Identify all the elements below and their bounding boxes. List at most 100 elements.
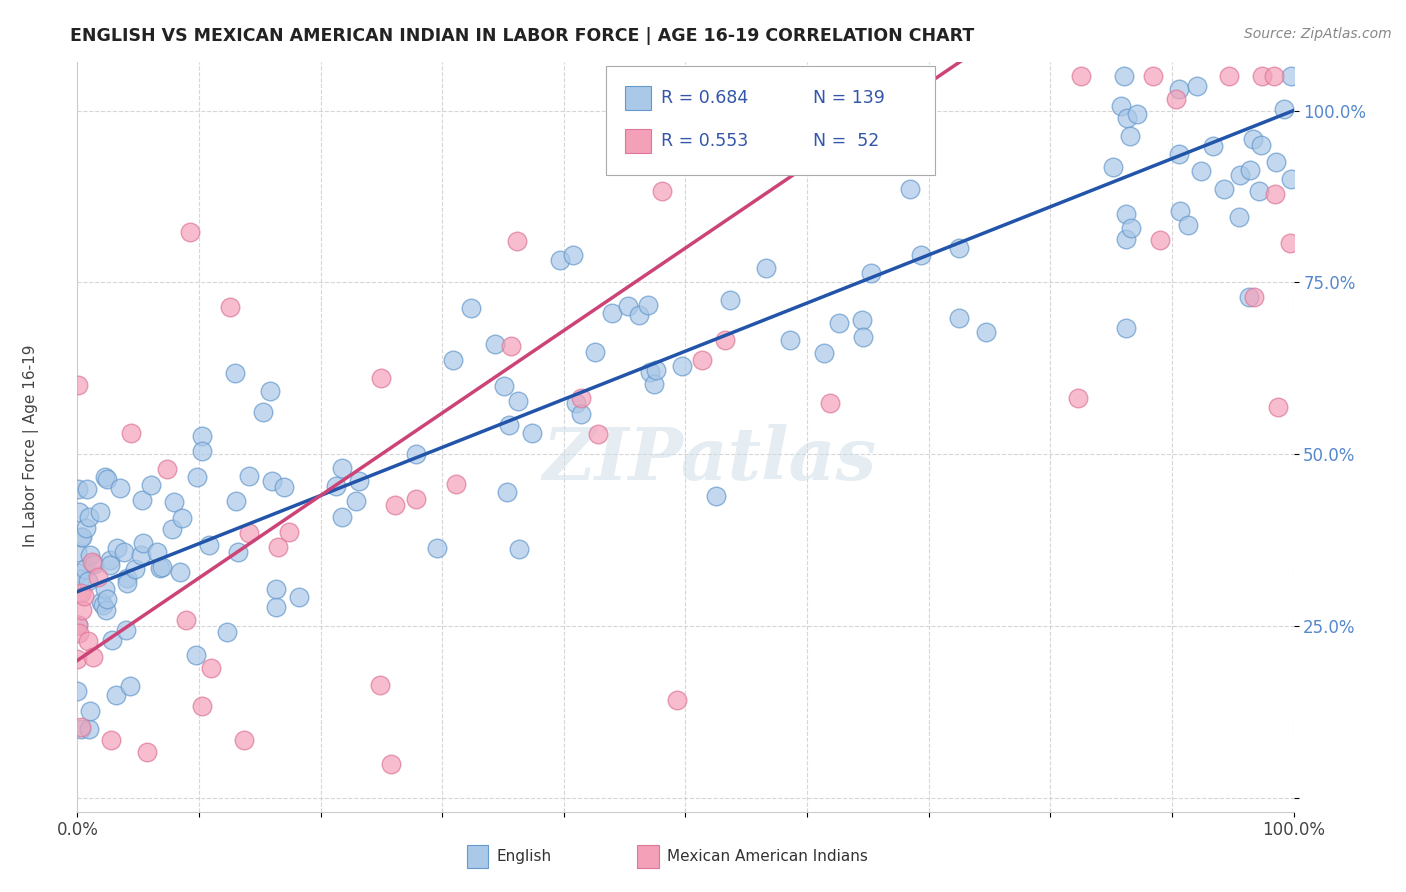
Point	[506, 234, 529, 248]
Point	[718, 293, 741, 307]
Point	[141, 478, 163, 492]
Point	[79, 704, 101, 718]
FancyBboxPatch shape	[637, 846, 658, 868]
Point	[828, 316, 851, 330]
Point	[1067, 392, 1090, 406]
Point	[76, 633, 98, 648]
Point	[238, 468, 260, 483]
Point	[405, 492, 427, 507]
Point	[277, 524, 299, 539]
Point	[191, 698, 214, 713]
Point	[508, 393, 530, 408]
Point	[66, 378, 89, 392]
Point	[627, 308, 650, 322]
Point	[1149, 233, 1171, 247]
Point	[91, 599, 114, 613]
Point	[492, 379, 515, 393]
Point	[569, 407, 592, 421]
Point	[616, 300, 638, 314]
Point	[1267, 401, 1289, 415]
Text: ZIPatlas: ZIPatlas	[543, 424, 877, 495]
Point	[118, 679, 141, 693]
Point	[1185, 79, 1208, 94]
Point	[77, 574, 100, 589]
Point	[426, 541, 449, 555]
Point	[1118, 128, 1140, 143]
Point	[77, 509, 100, 524]
Point	[90, 595, 112, 609]
Point	[948, 311, 970, 326]
Point	[82, 650, 104, 665]
Point	[501, 339, 523, 353]
Point	[368, 678, 391, 692]
Point	[69, 721, 91, 735]
Point	[83, 557, 105, 571]
Point	[910, 248, 932, 262]
Point	[1278, 235, 1301, 250]
Point	[260, 474, 283, 488]
Point	[77, 723, 100, 737]
Point	[1189, 164, 1212, 178]
Point	[586, 426, 609, 441]
Point	[156, 462, 179, 476]
Point	[160, 523, 183, 537]
Point	[1272, 102, 1295, 116]
Point	[671, 359, 693, 373]
Point	[98, 553, 121, 567]
Point	[169, 565, 191, 579]
FancyBboxPatch shape	[624, 87, 651, 111]
Point	[548, 252, 571, 267]
Point	[197, 538, 219, 552]
Point	[215, 624, 238, 639]
Point	[859, 266, 882, 280]
Point	[347, 475, 370, 489]
Point	[813, 346, 835, 360]
Point	[66, 545, 89, 559]
Point	[332, 509, 354, 524]
Point	[115, 576, 138, 591]
Point	[755, 261, 778, 276]
Point	[96, 471, 118, 485]
Point	[66, 618, 89, 632]
FancyBboxPatch shape	[606, 66, 935, 175]
Point	[818, 396, 841, 410]
Point	[569, 391, 592, 405]
Point	[105, 688, 128, 702]
Point	[444, 477, 467, 491]
Point	[948, 241, 970, 255]
Point	[638, 365, 661, 379]
Point	[129, 548, 152, 562]
Point	[100, 732, 122, 747]
Point	[1111, 99, 1133, 113]
Text: N =  52: N = 52	[813, 132, 879, 150]
Point	[96, 603, 118, 617]
Point	[174, 613, 197, 627]
Point	[1243, 290, 1265, 304]
Point	[1115, 232, 1137, 246]
Text: Mexican American Indians: Mexican American Indians	[668, 849, 868, 864]
Point	[82, 555, 104, 569]
Point	[498, 417, 520, 432]
Point	[232, 733, 254, 747]
Point	[70, 602, 93, 616]
Point	[225, 494, 247, 508]
Point	[112, 545, 135, 559]
Point	[70, 530, 93, 544]
Point	[146, 545, 169, 559]
Point	[1218, 69, 1240, 83]
Point	[75, 521, 97, 535]
Point	[149, 561, 172, 575]
Point	[1168, 204, 1191, 219]
Point	[651, 184, 673, 198]
Point	[1250, 69, 1272, 83]
Point	[484, 337, 506, 351]
Point	[264, 582, 287, 596]
Point	[564, 396, 586, 410]
Point	[69, 530, 91, 544]
Point	[66, 618, 89, 632]
Point	[1121, 220, 1143, 235]
Point	[370, 371, 392, 385]
Point	[218, 300, 240, 314]
Text: ENGLISH VS MEXICAN AMERICAN INDIAN IN LABOR FORCE | AGE 16-19 CORRELATION CHART: ENGLISH VS MEXICAN AMERICAN INDIAN IN LA…	[70, 27, 974, 45]
Point	[224, 366, 246, 380]
